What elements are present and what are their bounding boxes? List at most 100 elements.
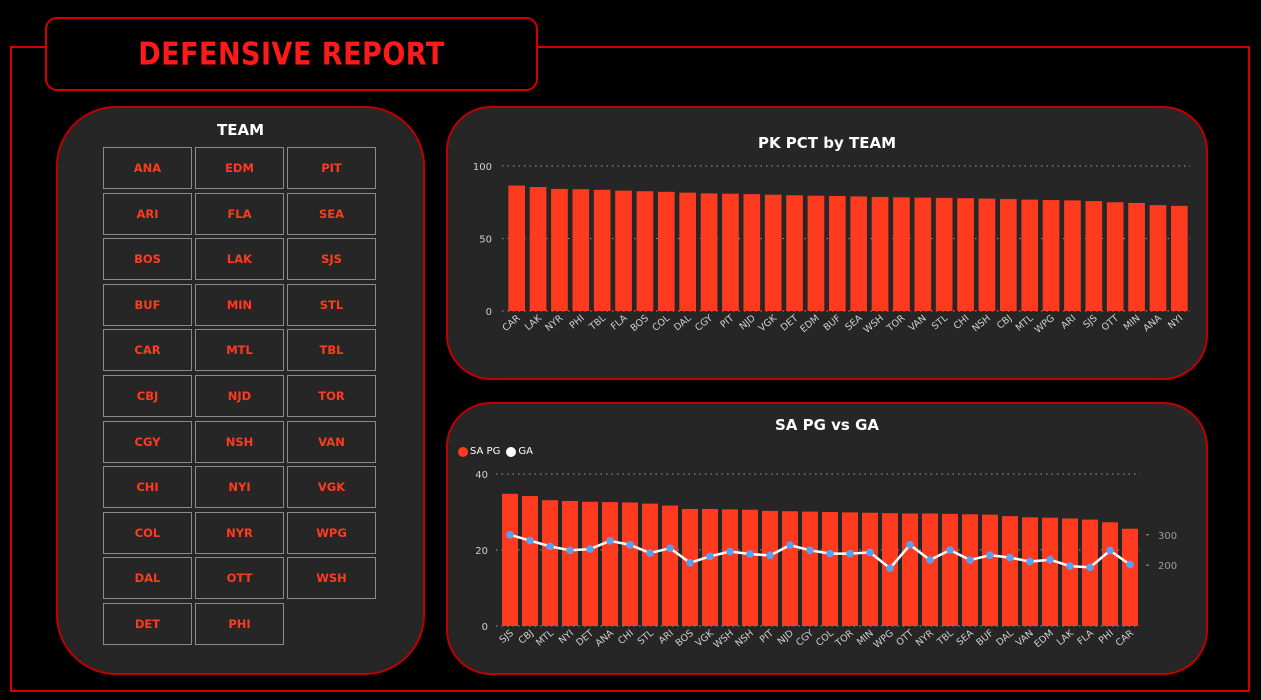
x-tick-label: PIT bbox=[718, 313, 736, 331]
team-button-wsh[interactable]: WSH bbox=[287, 557, 376, 600]
team-button-dal[interactable]: DAL bbox=[103, 557, 192, 600]
bar bbox=[914, 197, 932, 311]
x-tick-label: NJD bbox=[776, 628, 796, 648]
bar bbox=[1022, 517, 1038, 626]
x-tick-label: MTL bbox=[534, 627, 556, 648]
team-button-van[interactable]: VAN bbox=[287, 420, 376, 463]
bar bbox=[802, 511, 818, 626]
x-tick-label: CHI bbox=[616, 628, 636, 647]
x-tick-label: FLA bbox=[609, 313, 630, 333]
x-tick-label: LAK bbox=[523, 312, 545, 333]
ga-point bbox=[966, 556, 974, 564]
x-tick-label: ANA bbox=[593, 628, 616, 650]
team-button-col[interactable]: COL bbox=[103, 511, 192, 554]
y-left-tick-label: 0 bbox=[482, 622, 488, 633]
team-button-mtl[interactable]: MTL bbox=[195, 329, 284, 372]
report-frame bbox=[10, 46, 1250, 692]
team-button-nyi[interactable]: NYI bbox=[195, 466, 284, 509]
ga-point bbox=[786, 541, 794, 549]
bar bbox=[935, 197, 953, 311]
team-button-chi[interactable]: CHI bbox=[103, 466, 192, 509]
team-button-pit[interactable]: PIT bbox=[287, 147, 376, 189]
ga-point bbox=[806, 546, 814, 555]
team-button-sea[interactable]: SEA bbox=[287, 192, 376, 235]
ga-point bbox=[546, 542, 554, 551]
bar bbox=[602, 502, 618, 626]
ga-point bbox=[666, 544, 674, 552]
bar bbox=[762, 510, 778, 626]
bar bbox=[582, 501, 598, 626]
team-button-njd[interactable]: NJD bbox=[195, 374, 284, 417]
ga-point bbox=[846, 549, 854, 558]
team-button-tor[interactable]: TOR bbox=[287, 374, 376, 417]
sa-ga-chart-panel: SA PG vs GA SA PG GA 0 20 40 200 300 SJS CBJ MT… bbox=[446, 402, 1208, 675]
team-button-nyr[interactable]: NYR bbox=[195, 511, 284, 554]
ga-point bbox=[506, 531, 514, 539]
team-button-ana[interactable]: ANA bbox=[103, 147, 192, 189]
team-button-sjs[interactable]: SJS bbox=[287, 238, 376, 281]
ga-point bbox=[1066, 562, 1074, 570]
bar bbox=[722, 193, 739, 311]
team-button-cbj[interactable]: CBJ bbox=[103, 374, 192, 417]
y-tick-label: 50 bbox=[479, 235, 492, 246]
team-button-tbl[interactable]: TBL bbox=[287, 329, 376, 372]
bar bbox=[657, 191, 675, 311]
x-tick-label: WPG bbox=[1033, 313, 1057, 336]
x-tick-label: VGK bbox=[693, 627, 716, 649]
team-button-bos[interactable]: BOS bbox=[103, 238, 192, 281]
team-button-edm[interactable]: EDM bbox=[195, 147, 284, 189]
x-tick-label: WPG bbox=[872, 628, 896, 651]
bar bbox=[679, 192, 697, 311]
x-tick-label: PHI bbox=[568, 313, 587, 332]
bar bbox=[957, 198, 974, 311]
bar bbox=[978, 198, 996, 311]
ga-point bbox=[906, 541, 914, 549]
team-button-phi[interactable]: PHI bbox=[195, 602, 284, 645]
bar bbox=[1128, 202, 1145, 311]
bar bbox=[702, 508, 718, 626]
x-tick-label: TOR bbox=[833, 628, 856, 650]
team-button-cgy[interactable]: CGY bbox=[103, 420, 192, 463]
team-button-lak[interactable]: LAK bbox=[195, 238, 284, 281]
x-tick-label: SJS bbox=[1081, 313, 1099, 331]
team-button-wpg[interactable]: WPG bbox=[287, 511, 376, 554]
team-button-vgk[interactable]: VGK bbox=[287, 466, 376, 509]
bar bbox=[1149, 205, 1167, 311]
y-right-tick-label: 300 bbox=[1158, 531, 1177, 542]
ga-point bbox=[526, 536, 534, 545]
team-button-nsh[interactable]: NSH bbox=[195, 420, 284, 463]
team-button-det[interactable]: DET bbox=[103, 602, 192, 645]
legend-item-sa-pg[interactable]: SA PG bbox=[458, 446, 500, 457]
bar bbox=[871, 196, 889, 311]
bar bbox=[1042, 517, 1058, 626]
x-tick-label: CAR bbox=[500, 313, 522, 334]
team-button-car[interactable]: CAR bbox=[103, 329, 192, 372]
x-tick-label: CAR bbox=[1114, 628, 1136, 649]
x-tick-label: VAN bbox=[1014, 628, 1036, 649]
team-button-buf[interactable]: BUF bbox=[103, 283, 192, 326]
x-tick-label: STL bbox=[930, 312, 951, 332]
x-tick-label: CGY bbox=[794, 628, 816, 649]
team-button-stl[interactable]: STL bbox=[287, 283, 376, 326]
bar bbox=[1122, 528, 1138, 626]
y-right-tick-label: 200 bbox=[1158, 561, 1177, 572]
team-button-min[interactable]: MIN bbox=[195, 283, 284, 326]
x-tick-label: ARI bbox=[1059, 313, 1078, 332]
bar bbox=[1106, 202, 1124, 311]
x-tick-label: BUF bbox=[974, 628, 996, 649]
bar bbox=[508, 185, 526, 311]
x-tick-label: COL bbox=[814, 627, 836, 648]
legend-item-ga[interactable]: GA bbox=[506, 446, 533, 457]
team-button-fla[interactable]: FLA bbox=[195, 192, 284, 235]
bar bbox=[593, 189, 611, 311]
ga-point bbox=[1026, 557, 1034, 566]
x-tick-label: WSH bbox=[862, 313, 886, 336]
x-tick-label: BOS bbox=[629, 313, 651, 334]
y-left-tick-label: 40 bbox=[475, 470, 488, 481]
bar bbox=[551, 188, 568, 311]
x-tick-label: SEA bbox=[843, 313, 865, 334]
x-tick-label: PIT bbox=[758, 628, 776, 646]
team-button-ott[interactable]: OTT bbox=[195, 557, 284, 600]
team-button-ari[interactable]: ARI bbox=[103, 192, 192, 235]
